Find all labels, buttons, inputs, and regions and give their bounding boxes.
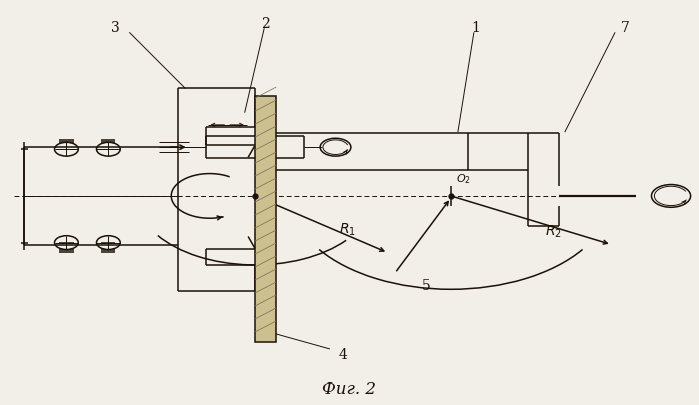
Text: $R_2$: $R_2$ — [545, 223, 562, 239]
Bar — [255, 97, 276, 342]
Text: 1: 1 — [471, 21, 480, 35]
Text: 4: 4 — [338, 347, 347, 361]
Text: 3: 3 — [111, 21, 120, 35]
Text: 7: 7 — [621, 21, 630, 35]
Text: $O_1$: $O_1$ — [262, 171, 277, 184]
Text: $O_2$: $O_2$ — [456, 171, 471, 185]
Text: $R_1$: $R_1$ — [339, 221, 356, 237]
Text: 5: 5 — [422, 279, 431, 292]
Text: Фиг. 2: Фиг. 2 — [322, 380, 377, 397]
Text: 2: 2 — [261, 17, 270, 31]
